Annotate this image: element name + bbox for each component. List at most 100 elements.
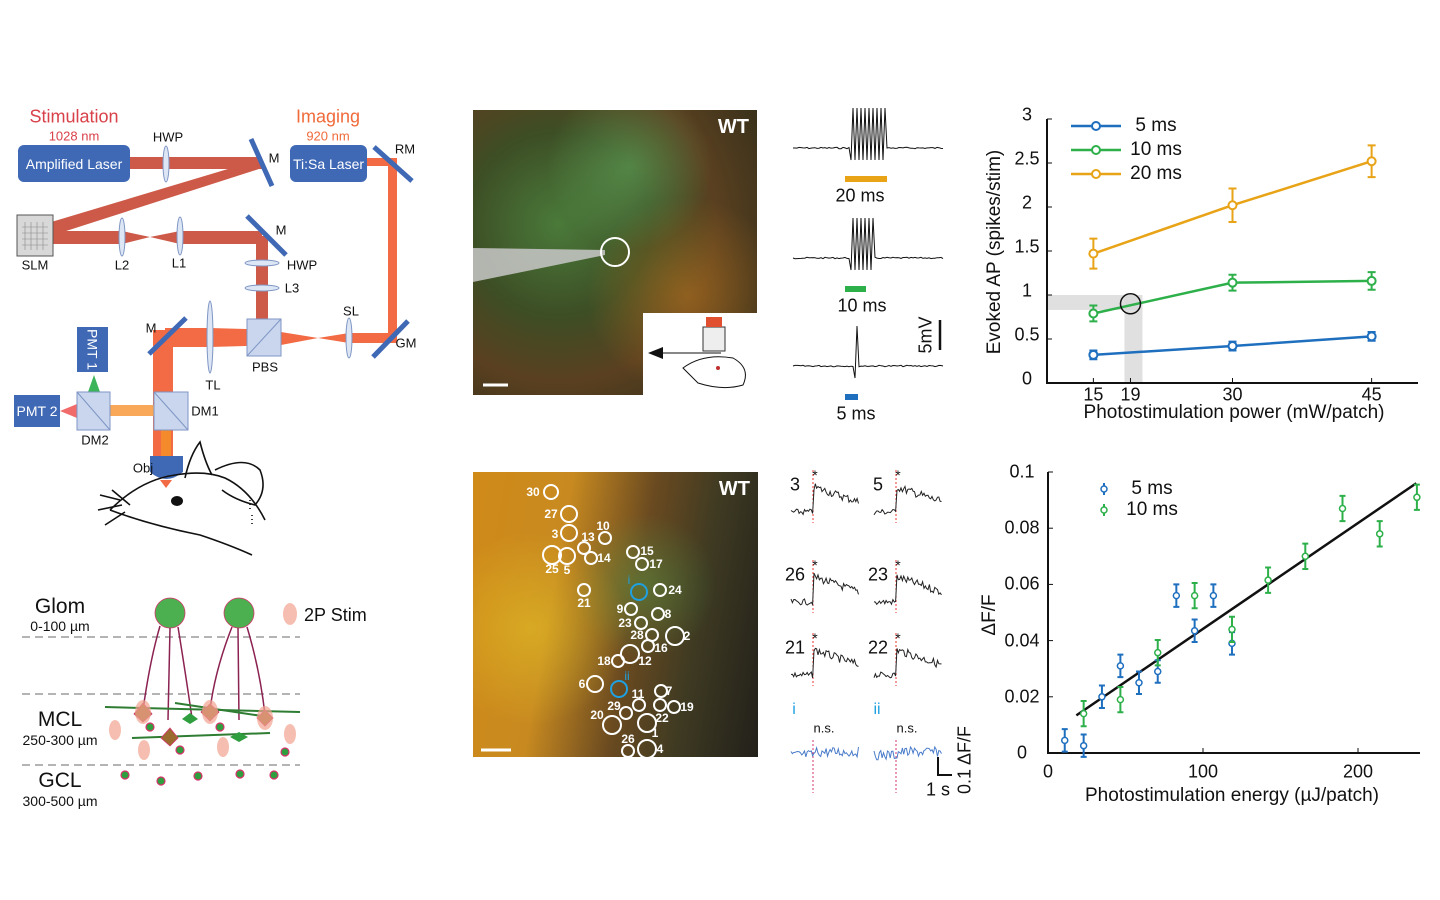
label-slm: SLM: [21, 257, 49, 273]
calcium-scale-bar: [937, 757, 952, 776]
roi-label-22: 22: [655, 711, 669, 725]
mirror-m2: [245, 214, 288, 257]
data-point: [1227, 341, 1238, 352]
stimulation-wavelength: 1028 nm: [48, 128, 100, 144]
legend-marker: [1100, 485, 1108, 493]
label-m3: M: [145, 320, 157, 336]
label-hwp: HWP: [152, 129, 184, 145]
voltage-trace: [792, 217, 944, 271]
roi-circle-20: [602, 715, 622, 735]
roi-circle-14: [584, 551, 598, 565]
layer-gcl: GCL: [38, 769, 82, 792]
data-point: [1060, 736, 1069, 745]
roi-label-15: 15: [640, 544, 654, 558]
roi-label-26: 26: [621, 732, 635, 746]
calcium-image-wt: WT 30 27 3 13 10 25 5 14 15 17 i 24 21 9 8 23 28 2 16 12 18 6…: [473, 472, 758, 757]
data-point: [1366, 275, 1377, 286]
lens-tl: [206, 300, 214, 374]
roi-overlay: [481, 484, 685, 757]
roi-circle-23: [634, 616, 648, 630]
data-point: [1209, 591, 1218, 600]
y-tick-label: 0.1: [1009, 461, 1035, 482]
legend-marker: [1100, 506, 1108, 514]
mouse-drawing: [97, 440, 266, 556]
time-scale-label: 1 s: [925, 779, 951, 800]
y-tick-label: 0.04: [1004, 630, 1040, 651]
x-axis-label: Photostimulation energy (µJ/patch): [1085, 785, 1379, 806]
legend-2p-stim-icon: [283, 603, 297, 625]
label-rm: RM: [394, 141, 416, 157]
imaging-title: Imaging: [295, 106, 361, 127]
roi-circle-1: [637, 713, 657, 733]
roi-circle-24: [653, 583, 667, 597]
label-m: M: [268, 150, 280, 166]
roi-circle-2: [665, 626, 685, 646]
y-tick-label: 0.02: [1004, 686, 1040, 707]
patch-pipette: [473, 248, 605, 282]
roi-label-2: 2: [683, 629, 691, 643]
mouse-recording-icon: [648, 317, 746, 389]
pmt1-box: PMT 1: [77, 327, 108, 372]
roi-circle-ii: [610, 680, 628, 698]
layers-drawing: [22, 597, 301, 786]
trace-label: 3: [789, 474, 801, 495]
data-point: [1227, 200, 1238, 211]
calcium-trace: [873, 745, 942, 761]
legend-label: 5 ms: [1135, 115, 1177, 136]
emission-beam: [110, 405, 154, 416]
roi-circle-9: [624, 602, 638, 616]
roi-circle-16: [641, 639, 655, 653]
amplified-laser-box: Amplified Laser: [18, 145, 130, 182]
highlight-band: [1047, 295, 1139, 310]
x-tick-label: 19: [1120, 384, 1141, 405]
roi-label-24: 24: [668, 583, 682, 597]
roi-circle-7: [654, 684, 668, 698]
label-dm1: DM1: [191, 403, 219, 419]
roi-circle-12: [620, 644, 640, 664]
significance-label: n.s.: [813, 720, 835, 736]
roi-label-23: 23: [618, 616, 632, 630]
lens-l1: [176, 216, 184, 256]
roi-label-21: 21: [577, 596, 591, 610]
trace-label: i: [792, 701, 796, 718]
roi-circle-27: [560, 505, 578, 523]
lens-sl: [345, 317, 353, 359]
legend-label: 10 ms: [1130, 139, 1182, 160]
roi-circle-29: [619, 706, 633, 720]
mirror-m1: [248, 137, 275, 188]
significance-star: *: [812, 557, 818, 573]
roi-label-6: 6: [578, 677, 586, 691]
data-point: [1116, 662, 1125, 670]
roi-label-29: 29: [607, 699, 621, 713]
imaging-beam-sl: [281, 332, 397, 345]
trace-label: 26: [784, 564, 806, 585]
imaging-beam: [367, 158, 397, 166]
legend-label: 20 ms: [1130, 163, 1182, 184]
x-tick-label: 45: [1361, 384, 1382, 405]
data-point: [1366, 156, 1377, 167]
stim-duration-bar: [845, 286, 866, 292]
trace-label: 5: [872, 474, 884, 495]
label-m2: M: [275, 222, 287, 238]
voltage-trace: [792, 325, 944, 379]
calcium-trace: [790, 572, 859, 607]
roi-circle-22: [653, 698, 667, 712]
y-axis-label: Evoked AP (spikes/stim): [984, 149, 1005, 355]
slm: [16, 214, 54, 257]
data-point: [1088, 349, 1099, 360]
roi-label-18: 18: [597, 654, 611, 668]
calcium-trace: [873, 574, 942, 606]
label-hwp2: HWP: [286, 257, 318, 273]
label-tl: TL: [205, 377, 221, 393]
roi-label-1: 1: [651, 726, 659, 740]
roi-label-13: 13: [581, 530, 595, 544]
legend-marker: [1091, 145, 1101, 155]
roi-label-9: 9: [616, 602, 624, 616]
label-l1: L1: [171, 255, 187, 271]
data-point: [1366, 331, 1377, 342]
stim-duration-label: 20 ms: [835, 185, 885, 206]
data-point: [1116, 695, 1125, 704]
roi-circle-3: [560, 524, 578, 542]
mirror-m3: [147, 316, 188, 356]
y-tick-label: 0: [1016, 742, 1028, 763]
